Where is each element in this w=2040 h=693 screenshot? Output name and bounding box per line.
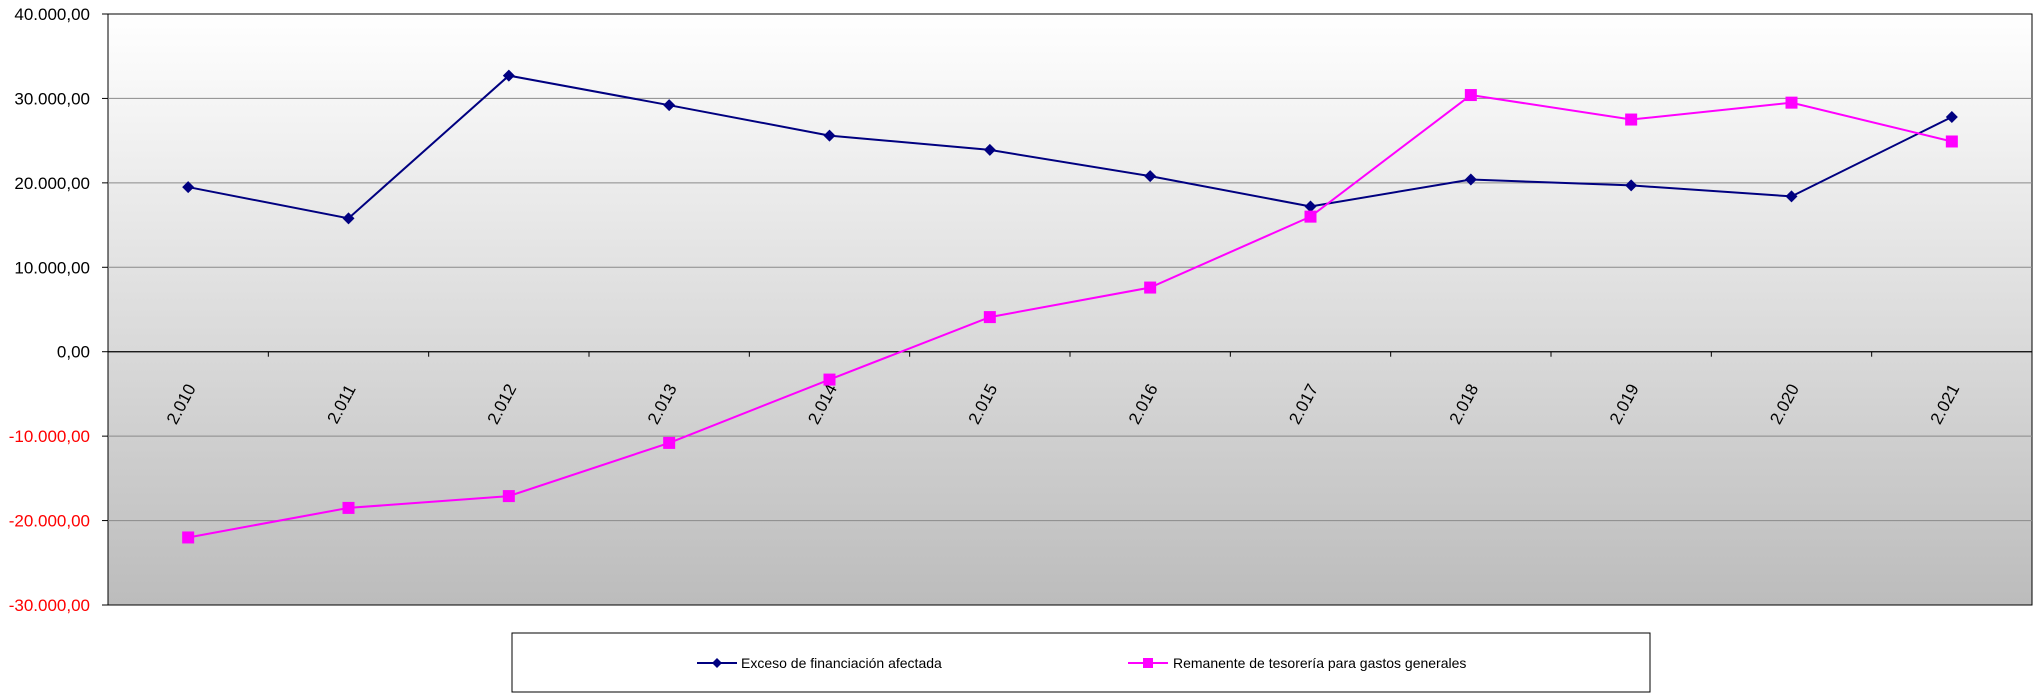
- data-point: [502, 69, 515, 82]
- y-tick-label: 30.000,00: [14, 89, 90, 108]
- data-point: [1785, 190, 1798, 203]
- data-point: [983, 143, 996, 156]
- legend-entry-exceso: Exceso de financiación afectada: [697, 655, 942, 671]
- data-point: [1945, 135, 1958, 148]
- data-point: [342, 212, 355, 225]
- data-point: [1304, 210, 1317, 223]
- series-lines: [182, 69, 1958, 544]
- y-tick-label: 40.000,00: [14, 5, 90, 24]
- data-point: [1464, 173, 1477, 186]
- data-point: [342, 501, 355, 514]
- gridlines: [108, 97, 2032, 522]
- axes: [102, 13, 2033, 606]
- data-point: [1304, 200, 1317, 213]
- y-tick-label: -30.000,00: [9, 596, 90, 615]
- data-point: [823, 373, 836, 386]
- y-tick-label: 0,00: [57, 343, 90, 362]
- legend-label-remanente: Remanente de tesorería para gastos gener…: [1173, 655, 1466, 671]
- data-point: [1464, 89, 1477, 102]
- series-line: [187, 93, 1953, 539]
- data-point: [502, 490, 515, 503]
- data-point: [663, 436, 676, 449]
- data-point: [983, 311, 996, 324]
- legend-entry-remanente: Remanente de tesorería para gastos gener…: [1128, 655, 1466, 671]
- data-point: [1144, 281, 1157, 294]
- data-point: [1144, 170, 1157, 183]
- legend: Exceso de financiación afectada Remanent…: [511, 632, 1651, 693]
- data-point: [1625, 179, 1638, 192]
- y-tick-label: -20.000,00: [9, 512, 90, 531]
- y-tick-label: 10.000,00: [14, 258, 90, 277]
- data-point: [1625, 113, 1638, 126]
- data-point: [182, 181, 195, 194]
- data-point: [1785, 96, 1798, 109]
- plot-area: [107, 13, 2033, 606]
- data-point: [1945, 111, 1958, 124]
- series-line: [187, 74, 1953, 220]
- y-tick-label: 20.000,00: [14, 174, 90, 193]
- data-point: [663, 99, 676, 112]
- legend-box: [511, 632, 1651, 693]
- y-tick-label: -10.000,00: [9, 427, 90, 446]
- data-point: [182, 531, 195, 544]
- data-point: [823, 129, 836, 142]
- legend-label-exceso: Exceso de financiación afectada: [741, 655, 942, 671]
- y-tick-labels: 40.000,00 30.000,00 20.000,00 10.000,00 0,00…: [9, 5, 90, 615]
